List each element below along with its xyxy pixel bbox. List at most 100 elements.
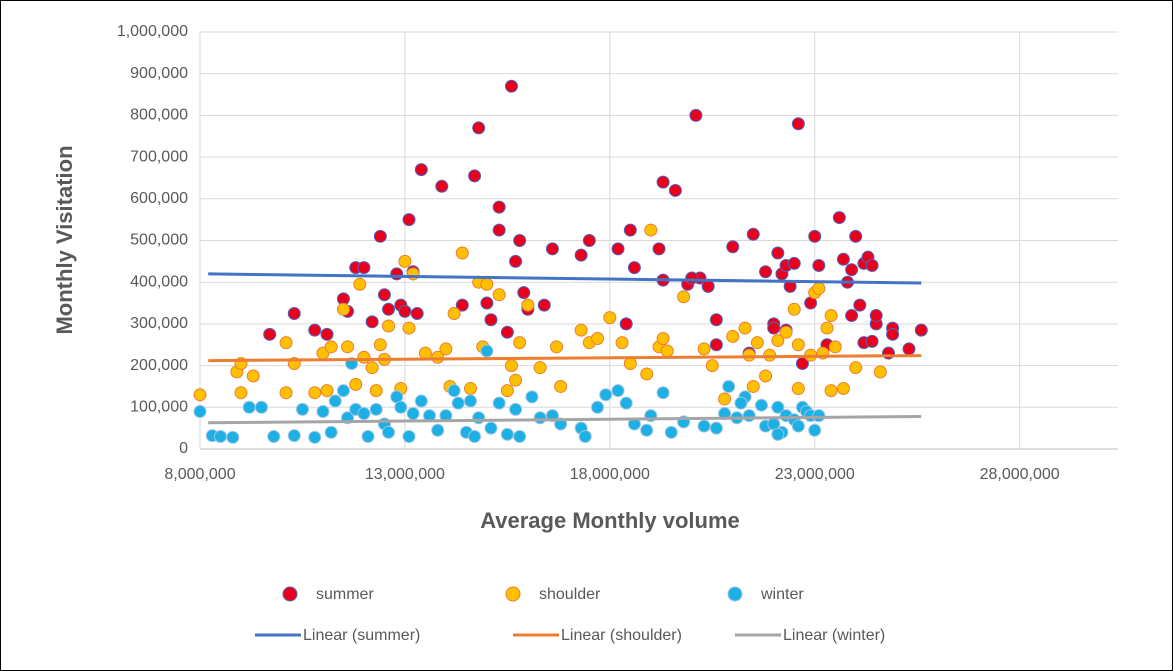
point: [398, 304, 412, 318]
point: [787, 256, 801, 270]
point: [513, 429, 527, 443]
point: [513, 336, 527, 350]
point: [398, 254, 412, 268]
point: [406, 267, 420, 281]
y-tick-label: 400,000: [130, 273, 188, 290]
point: [472, 411, 486, 425]
point: [402, 321, 416, 335]
point: [709, 421, 723, 435]
point: [791, 382, 805, 396]
x-tick-label: 8,000,000: [164, 466, 235, 483]
point: [447, 384, 461, 398]
point: [394, 400, 408, 414]
point: [701, 279, 715, 293]
point: [697, 342, 711, 356]
point: [726, 240, 740, 254]
point: [406, 407, 420, 421]
point: [771, 334, 785, 348]
point: [234, 386, 248, 400]
point: [533, 361, 547, 375]
legend-label: Linear (shoulder): [561, 627, 682, 644]
point: [619, 317, 633, 331]
point: [582, 234, 596, 247]
point: [226, 430, 240, 444]
point: [619, 396, 633, 410]
point: [373, 338, 387, 352]
point: [697, 419, 711, 433]
point: [644, 223, 658, 237]
point: [824, 384, 838, 398]
point: [504, 79, 518, 93]
point: [267, 429, 281, 443]
point: [492, 223, 506, 237]
point: [504, 359, 518, 373]
point: [349, 377, 363, 391]
point: [365, 361, 379, 375]
legend-label: Linear (winter): [783, 627, 885, 644]
point: [574, 323, 588, 337]
point: [279, 386, 293, 400]
point: [845, 309, 859, 323]
point: [480, 344, 494, 358]
legend-label: Linear (summer): [303, 627, 420, 644]
point: [193, 404, 207, 418]
point: [492, 288, 506, 302]
point: [873, 365, 887, 379]
point: [832, 211, 846, 225]
point: [836, 252, 850, 266]
point: [324, 425, 338, 439]
point: [455, 298, 469, 312]
trendline: [208, 272, 922, 285]
point: [193, 388, 207, 402]
point: [791, 338, 805, 352]
point: [611, 384, 625, 398]
point: [341, 340, 355, 354]
legend-label: shoulder: [539, 586, 601, 603]
point: [886, 327, 900, 341]
legend-label: summer: [316, 586, 374, 603]
point: [402, 213, 416, 227]
y-tick-label: 800,000: [130, 107, 188, 124]
point: [709, 338, 723, 352]
legend-marker: [505, 586, 521, 602]
point: [500, 325, 514, 339]
point: [865, 259, 879, 273]
point: [484, 421, 498, 435]
point: [295, 402, 309, 416]
point: [656, 331, 670, 345]
legend-marker: [282, 586, 298, 602]
point: [369, 402, 383, 416]
point: [463, 394, 477, 408]
point: [308, 323, 322, 337]
point: [463, 382, 477, 396]
point: [402, 429, 416, 443]
point: [808, 423, 822, 437]
point: [308, 430, 322, 444]
point: [746, 227, 760, 241]
point: [513, 234, 527, 247]
point: [365, 315, 379, 329]
point: [828, 340, 842, 354]
point: [738, 321, 752, 335]
point: [771, 400, 785, 414]
point: [455, 246, 469, 260]
point: [468, 429, 482, 443]
point: [500, 427, 514, 441]
point: [603, 311, 617, 325]
point: [812, 409, 826, 423]
point: [824, 309, 838, 323]
point: [537, 298, 551, 312]
point: [439, 342, 453, 356]
point: [480, 296, 494, 310]
point: [336, 302, 350, 316]
point: [382, 425, 396, 439]
point: [656, 175, 670, 189]
point: [812, 281, 826, 295]
point: [611, 242, 625, 256]
point: [759, 265, 773, 279]
point: [382, 302, 396, 316]
point: [533, 411, 547, 425]
point: [263, 327, 277, 341]
point: [849, 361, 863, 375]
